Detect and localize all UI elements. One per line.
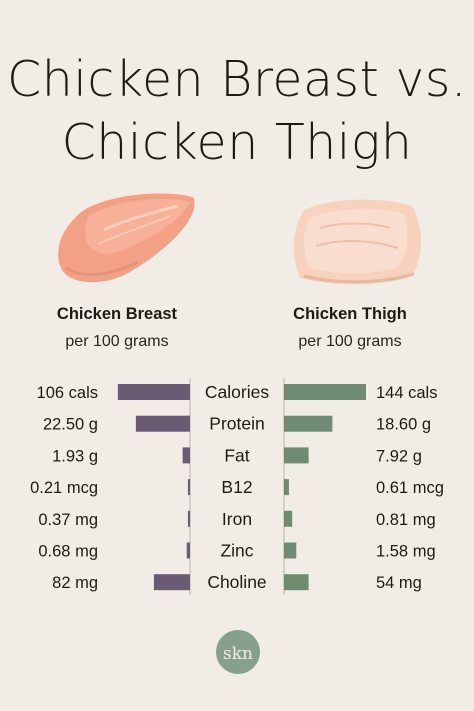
- breast-bar-zinc: [186, 542, 190, 559]
- breast-subheading: per 100 grams: [65, 333, 169, 350]
- thigh-value-b12: 0.61 mcg: [376, 479, 444, 497]
- thigh-bar-b12: [284, 479, 289, 496]
- breast-value-b12: 0.21 mcg: [30, 479, 98, 497]
- breast-bar-b12: [187, 479, 190, 496]
- thigh-bar-iron: [284, 510, 293, 527]
- breast-value-zinc: 0.68 mg: [38, 543, 98, 561]
- category-label-zinc: Zinc: [220, 541, 253, 561]
- breast-bar-iron: [187, 510, 190, 527]
- breast-value-fat: 1.93 g: [52, 447, 98, 465]
- thigh-subheading: per 100 grams: [298, 333, 402, 350]
- chicken-breast-illustration: [58, 193, 195, 283]
- category-label-fat: Fat: [224, 445, 249, 465]
- thigh-value-protein: 18.60 g: [376, 416, 431, 434]
- category-label-b12: B12: [221, 477, 252, 497]
- thigh-bar-choline: [284, 574, 309, 591]
- breast-bar-choline: [153, 574, 190, 591]
- thigh-value-choline: 54 mg: [376, 574, 422, 592]
- breast-value-choline: 82 mg: [52, 574, 98, 592]
- thigh-bar-protein: [284, 415, 333, 432]
- thigh-bar-zinc: [284, 542, 297, 559]
- breast-heading: Chicken Breast: [56, 305, 178, 323]
- skn-logo: skn: [216, 630, 260, 674]
- thigh-value-calories: 144 cals: [376, 384, 437, 402]
- chicken-thigh-illustration: [293, 199, 421, 285]
- breast-value-protein: 22.50 g: [43, 416, 98, 434]
- thigh-value-zinc: 1.58 mg: [376, 543, 436, 561]
- title-line-1: Chicken Breast vs.: [7, 51, 467, 108]
- breast-bar-fat: [182, 447, 190, 464]
- thigh-value-fat: 7.92 g: [376, 447, 422, 465]
- category-label-protein: Protein: [209, 414, 264, 434]
- category-label-calories: Calories: [205, 382, 269, 402]
- category-label-iron: Iron: [222, 509, 252, 529]
- breast-value-iron: 0.37 mg: [38, 511, 98, 529]
- thigh-heading: Chicken Thigh: [293, 305, 407, 323]
- thigh-bar-calories: [284, 384, 366, 400]
- breast-value-calories: 106 cals: [37, 384, 98, 402]
- title-line-2: Chicken Thigh: [61, 114, 413, 171]
- thigh-value-iron: 0.81 mg: [376, 511, 436, 529]
- nutrition-comparison-chart: Calories 106 cals 144 cals Protein 22.50 g 18…: [30, 378, 444, 595]
- category-label-choline: Choline: [207, 572, 266, 592]
- logo-text: skn: [223, 644, 253, 664]
- breast-bar-calories: [117, 384, 190, 400]
- breast-bar-protein: [135, 415, 190, 432]
- thigh-bar-fat: [284, 447, 309, 464]
